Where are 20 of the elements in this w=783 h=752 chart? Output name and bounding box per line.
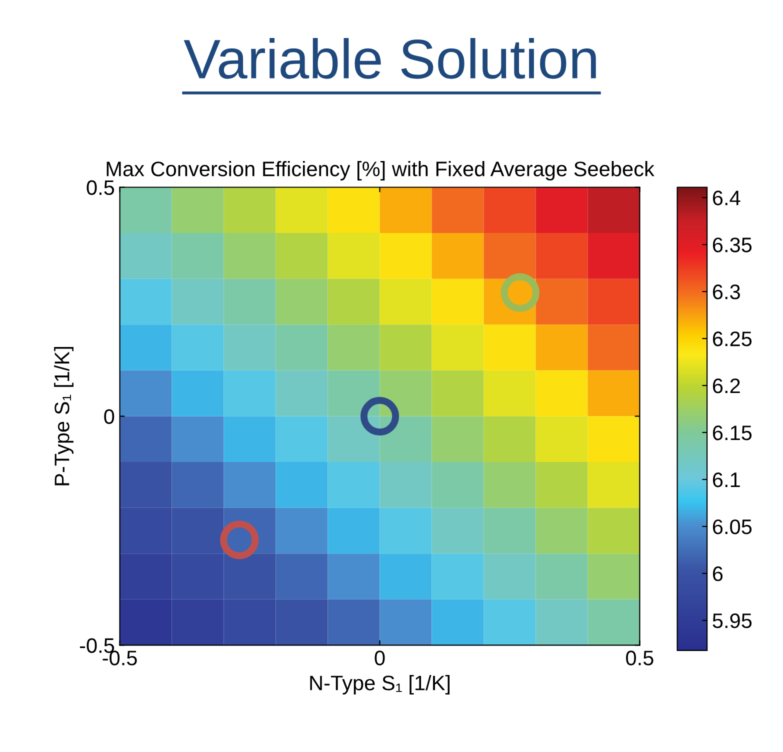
color-bar-label: 6.25: [712, 332, 752, 346]
y-tick-label: -0.5: [80, 638, 114, 653]
color-bar-label: 6.15: [712, 425, 752, 440]
y-axis-title: P-Type S₁ [1/K]: [54, 347, 74, 486]
color-bar-label: 6.4: [712, 190, 740, 206]
chart-subtitle: Max Conversion Efficiency [%] with Fixed Average Seebeck: [106, 161, 654, 180]
color-bar-label: 6.3: [712, 284, 740, 300]
color-bar-label: 6.35: [712, 238, 752, 252]
x-tick-label: -0.5: [102, 650, 137, 666]
color-bar-label: 6.2: [712, 378, 740, 394]
x-tick-label: 0: [374, 650, 385, 666]
color-bar-label: 6: [712, 566, 723, 582]
color-bar-label: 6.05: [712, 519, 752, 534]
x-axis-title: N-Type S₁ [1/K]: [310, 675, 450, 694]
y-tick-label: 0: [104, 409, 114, 424]
y-tick-label: 0.5: [86, 180, 114, 195]
chart-title: Variable Solution: [184, 38, 596, 79]
color-bar-label: 5.95: [712, 613, 752, 628]
color-bar-label: 6.1: [712, 472, 740, 488]
x-tick-label: 0.5: [626, 650, 654, 666]
